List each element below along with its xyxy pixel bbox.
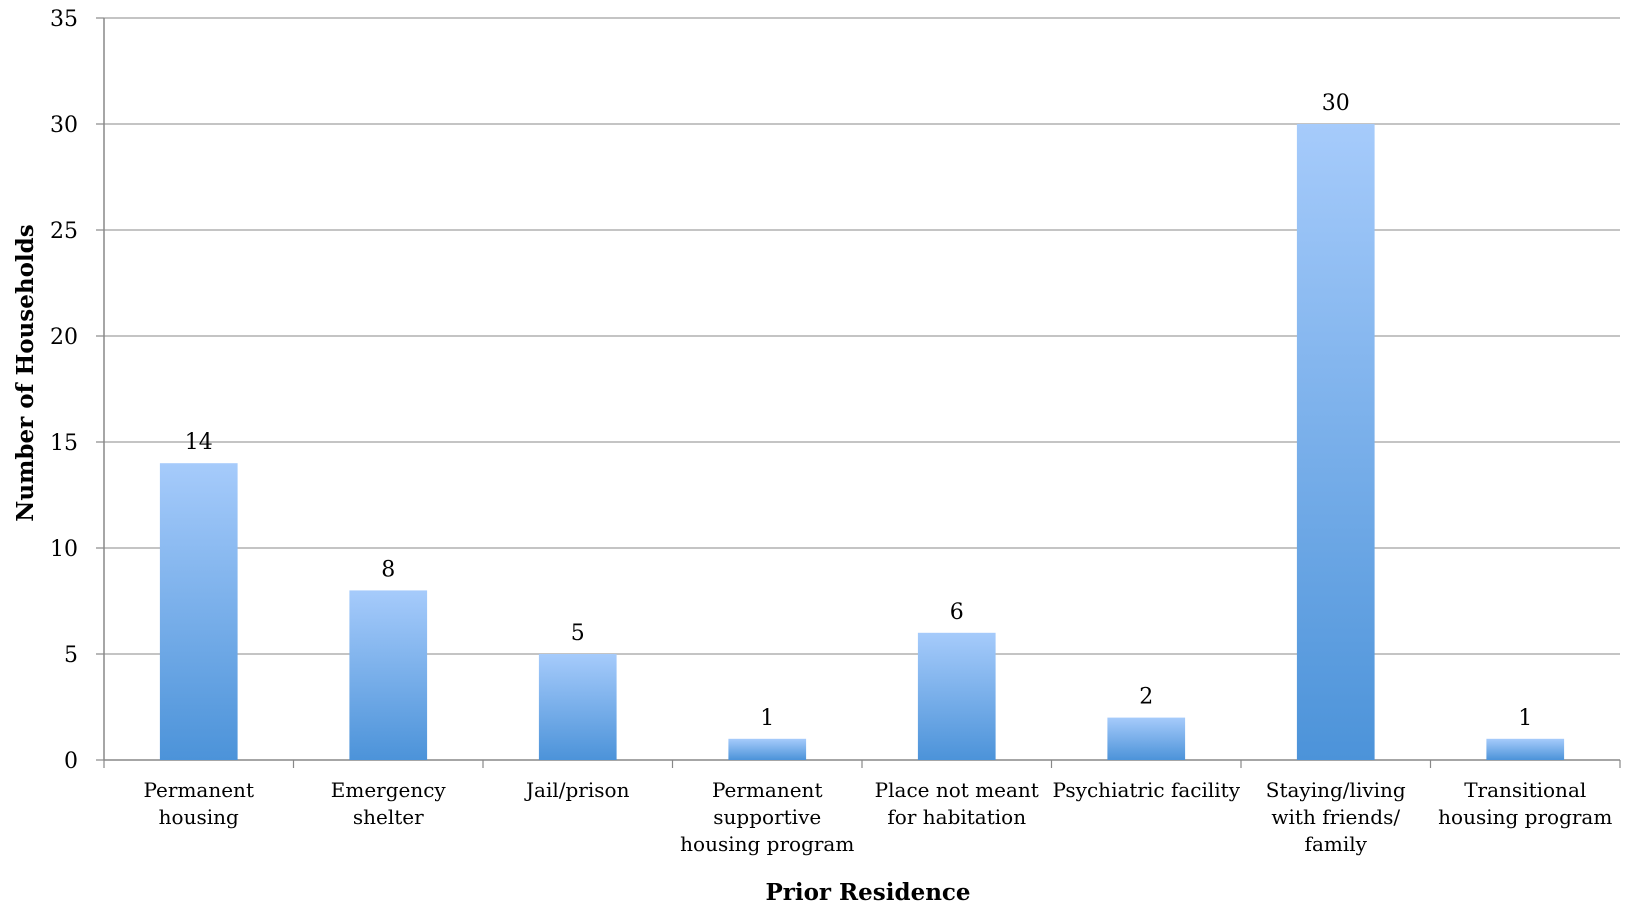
y-tick-label: 10 bbox=[50, 537, 78, 562]
bars bbox=[159, 124, 1565, 760]
x-tick-label: Transitional housing program bbox=[1438, 778, 1612, 829]
x-axis-title: Prior Residence bbox=[765, 879, 970, 906]
bar bbox=[538, 654, 617, 760]
y-tick-label: 15 bbox=[50, 431, 78, 456]
bar bbox=[159, 463, 238, 760]
x-tick-label: Permanent housing bbox=[144, 778, 254, 829]
bar bbox=[1107, 717, 1186, 760]
data-label: 6 bbox=[950, 600, 964, 625]
y-tick-label: 25 bbox=[50, 219, 78, 244]
x-tick-label: Place not meant for habitation bbox=[875, 778, 1039, 829]
data-label: 30 bbox=[1322, 91, 1350, 116]
data-label: 14 bbox=[185, 430, 213, 455]
x-tick-label: Emergency shelter bbox=[331, 778, 447, 829]
y-tick-label: 30 bbox=[50, 113, 78, 138]
y-tick-label: 0 bbox=[64, 749, 78, 774]
data-label: 2 bbox=[1139, 685, 1153, 710]
y-tick-label: 35 bbox=[50, 7, 78, 32]
bar bbox=[1486, 738, 1565, 760]
x-tick-label: Staying/living with friends/family bbox=[1266, 778, 1406, 856]
y-axis-title: Number of Households bbox=[12, 224, 39, 521]
axes bbox=[96, 17, 1621, 768]
bar bbox=[917, 632, 996, 760]
x-tick-label: Psychiatric facility bbox=[1053, 778, 1241, 802]
x-tick-label: Permanent supportive housing program bbox=[680, 778, 854, 856]
gridlines bbox=[104, 17, 1620, 655]
bar bbox=[1296, 124, 1375, 760]
data-label: 5 bbox=[571, 621, 585, 646]
x-tick-label: Jail/prison bbox=[524, 778, 630, 802]
data-label: 8 bbox=[381, 557, 395, 582]
data-label: 1 bbox=[1518, 706, 1532, 731]
bar bbox=[349, 590, 428, 760]
y-tick-label: 5 bbox=[64, 643, 78, 668]
data-label: 1 bbox=[760, 706, 774, 731]
bar bbox=[728, 738, 807, 760]
y-tick-label: 20 bbox=[50, 325, 78, 350]
